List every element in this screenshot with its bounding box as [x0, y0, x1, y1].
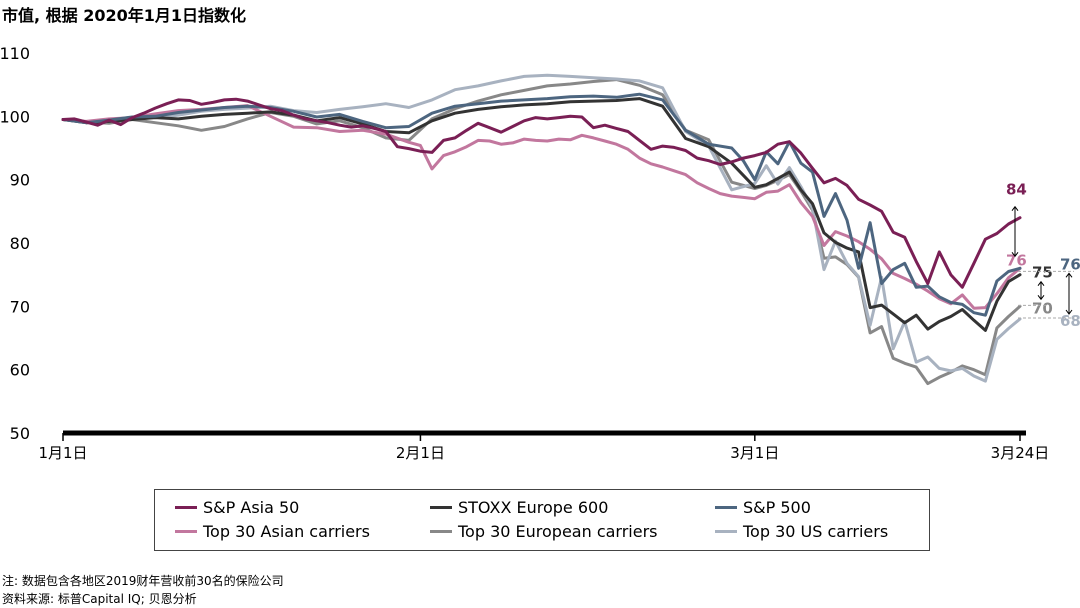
legend-item: STOXX Europe 600: [430, 498, 608, 517]
y-tick-label: 90: [10, 171, 30, 190]
y-axis: 50 60 70 80 90 100 110: [0, 44, 30, 443]
source-note: 资料来源: 标普Capital IQ; 贝恩分析: [2, 592, 197, 606]
series-lines: [61, 73, 1022, 386]
series-line: [61, 73, 1022, 383]
series-line: [61, 92, 1022, 317]
legend-swatch: [715, 530, 737, 533]
y-tick-label: 80: [10, 234, 30, 253]
series-line: [61, 104, 1022, 310]
legend-item: Top 30 US carriers: [715, 522, 888, 541]
legend-label: Top 30 Asian carriers: [203, 522, 370, 541]
end-label-european-carriers: 70: [1032, 299, 1053, 317]
legend-item: Top 30 Asian carriers: [175, 522, 370, 541]
end-label-sp500: 76: [1060, 255, 1080, 273]
y-tick-label: 100: [0, 107, 30, 126]
us-arrow-head-bottom: [1065, 309, 1073, 315]
us-arrow-head-top: [1065, 272, 1073, 278]
legend-label: S&P 500: [743, 498, 811, 517]
europe-arrow-head-bottom: [1037, 295, 1045, 301]
series-line: [61, 78, 1022, 386]
legend-swatch: [715, 506, 737, 509]
series-line: [61, 97, 1022, 289]
chart-title: 市值, 根据 2020年1月1日指数化: [2, 6, 247, 25]
europe-arrow-head-top: [1037, 280, 1045, 286]
footnote: 注: 数据包含各地区2019财年营收前30名的保险公司: [2, 574, 284, 588]
end-annotations: 84 76 75 70 76 68: [1006, 181, 1080, 330]
legend-swatch: [430, 506, 452, 509]
end-label-asian-carriers: 76: [1006, 251, 1027, 269]
end-label-asia50: 84: [1006, 181, 1027, 199]
x-tick-label: 2月1日: [396, 444, 445, 462]
x-tick-label: 1月1日: [38, 444, 87, 462]
legend-swatch: [175, 506, 197, 509]
y-tick-label: 110: [0, 44, 30, 63]
y-tick-label: 60: [10, 361, 30, 380]
asia-arrow-head-top: [1011, 205, 1019, 211]
legend-item: Top 30 European carriers: [430, 522, 658, 541]
series-line: [61, 97, 1022, 332]
legend-swatch: [430, 530, 452, 533]
x-tick-label: 3月1日: [730, 444, 779, 462]
legend: S&P Asia 50 STOXX Europe 600 S&P 500 Top 30…: [154, 489, 930, 551]
end-label-us-carriers: 68: [1060, 312, 1080, 330]
legend-swatch: [175, 530, 197, 533]
legend-label: STOXX Europe 600: [458, 498, 609, 517]
x-tick-label: 3月24日: [991, 444, 1050, 462]
legend-item: S&P Asia 50: [175, 498, 299, 517]
y-tick-label: 70: [10, 297, 30, 316]
y-tick-label: 50: [10, 424, 30, 443]
legend-label: S&P Asia 50: [203, 498, 300, 517]
legend-item: S&P 500: [715, 498, 811, 517]
end-label-stoxx: 75: [1032, 264, 1053, 282]
x-axis: 1月1日 2月1日 3月1日 3月24日: [38, 430, 1050, 462]
asia-arrow-head-bottom: [1011, 252, 1019, 258]
legend-label: Top 30 European carriers: [458, 522, 658, 541]
legend-label: Top 30 US carriers: [743, 522, 889, 541]
